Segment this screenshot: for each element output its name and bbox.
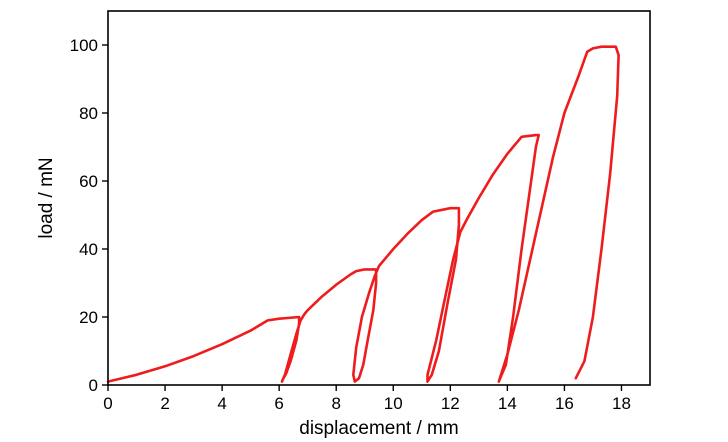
x-tick-label: 16 <box>555 394 574 413</box>
x-tick-label: 18 <box>612 394 631 413</box>
x-tick-label: 12 <box>441 394 460 413</box>
series-line <box>106 45 620 383</box>
y-tick-label: 100 <box>70 36 98 55</box>
y-axis-label: load / mN <box>36 157 57 238</box>
x-tick-label: 2 <box>160 394 169 413</box>
y-tick-label: 40 <box>79 240 98 259</box>
x-axis-label: displacement / mm <box>299 418 458 439</box>
x-tick-label: 4 <box>217 394 226 413</box>
x-tick-label: 6 <box>274 394 283 413</box>
x-tick-label: 10 <box>384 394 403 413</box>
tick-labels-group: 0 2 4 6 8 10 12 14 16 18 0 20 40 60 80 100 <box>70 36 631 413</box>
x-tick-label: 14 <box>498 394 517 413</box>
y-tick-label: 80 <box>79 104 98 123</box>
y-tick-label: 60 <box>79 172 98 191</box>
x-tick-label: 0 <box>103 394 112 413</box>
plot-frame <box>107 10 651 386</box>
y-tick-label: 20 <box>79 308 98 327</box>
series-group <box>106 45 620 383</box>
ticks-group <box>102 44 623 391</box>
y-tick-label: 0 <box>89 376 98 395</box>
x-tick-label: 8 <box>331 394 340 413</box>
